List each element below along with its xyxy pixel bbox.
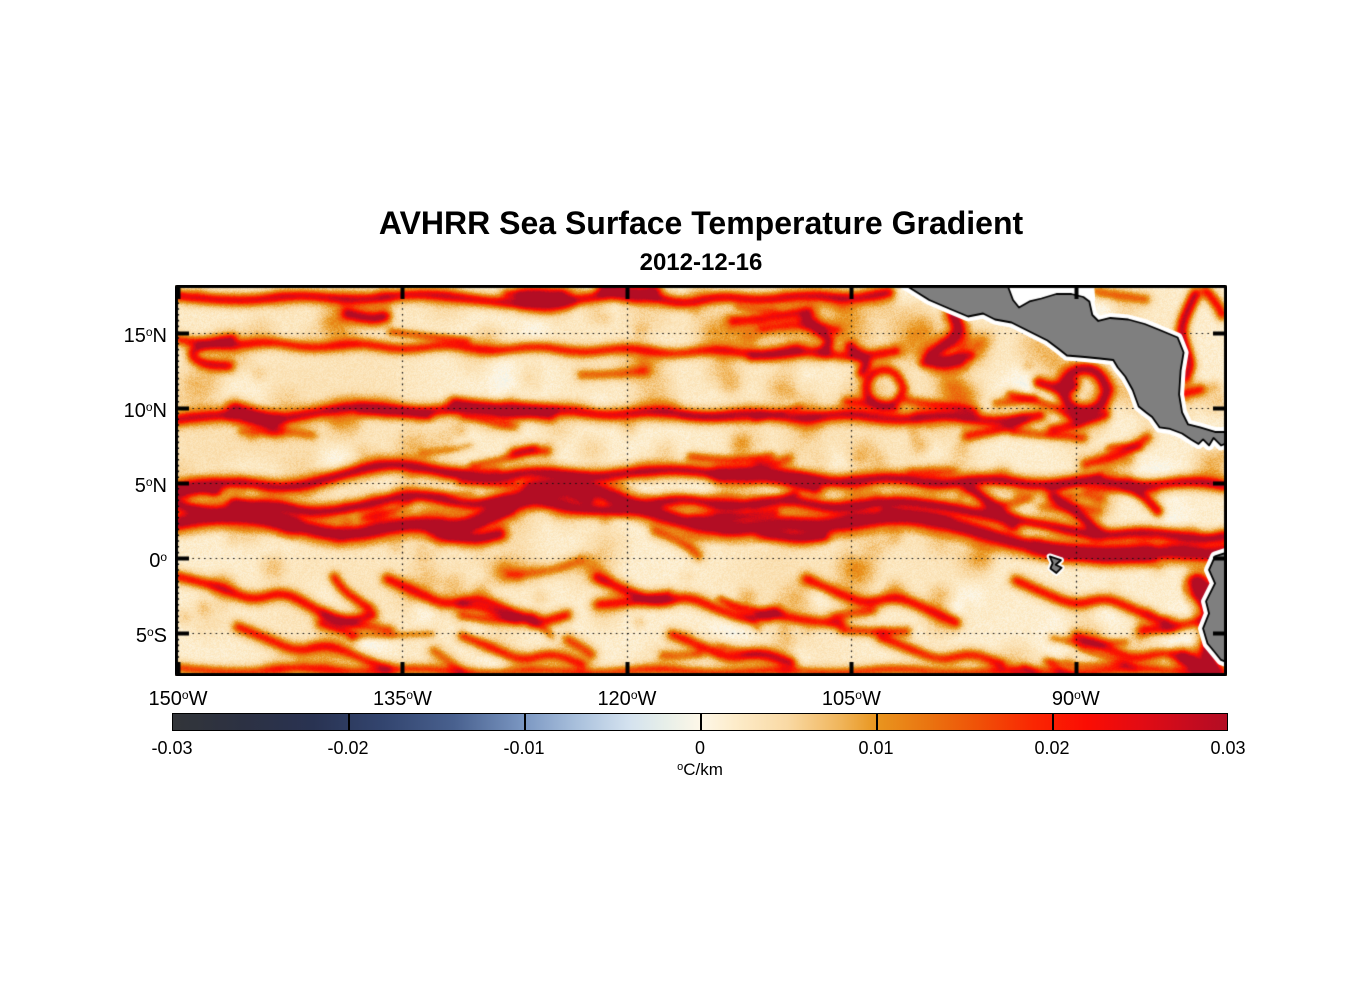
chart-date-subtitle: 2012-12-16: [639, 249, 763, 276]
colorbar-tick-label: -0.03: [151, 738, 193, 758]
colorbar-tick-label: 0.03: [1210, 738, 1246, 758]
lon-tick-label: 90oW: [1051, 688, 1100, 710]
sst-gradient-heatmap: [175, 285, 1227, 676]
colorbar-tick-label: 0: [694, 738, 705, 758]
colorbar-tick: [1052, 714, 1054, 730]
lon-tick-label: 105oW: [821, 688, 881, 710]
colorbar-tick-label: 0.01: [858, 738, 894, 758]
lon-tick-label: 120oW: [597, 688, 657, 710]
unit-text: C/km: [683, 760, 723, 779]
lon-tick-label: 150oW: [148, 688, 208, 710]
colorbar-tick: [876, 714, 878, 730]
colorbar-tick: [524, 714, 526, 730]
colorbar-gradient: [172, 713, 1228, 731]
chart-title: AVHRR Sea Surface Temperature Gradient: [378, 205, 1024, 241]
lon-tick-label: 135oW: [372, 688, 432, 710]
colorbar-tick-label: -0.01: [503, 738, 545, 758]
colorbar-unit-label: oC/km: [650, 760, 750, 780]
lat-tick-label: 10oN: [123, 399, 167, 422]
lat-tick-label: 5oN: [134, 474, 167, 497]
colorbar-tick-label: -0.02: [327, 738, 369, 758]
degree-sup: o: [677, 761, 684, 773]
lat-tick-label: 5oS: [135, 624, 167, 647]
colorbar-tick: [348, 714, 350, 730]
colorbar-tick-label: 0.02: [1034, 738, 1070, 758]
lat-tick-label: 15oN: [123, 324, 167, 347]
lat-tick-label: 0o: [149, 549, 167, 572]
colorbar-tick: [700, 714, 702, 730]
